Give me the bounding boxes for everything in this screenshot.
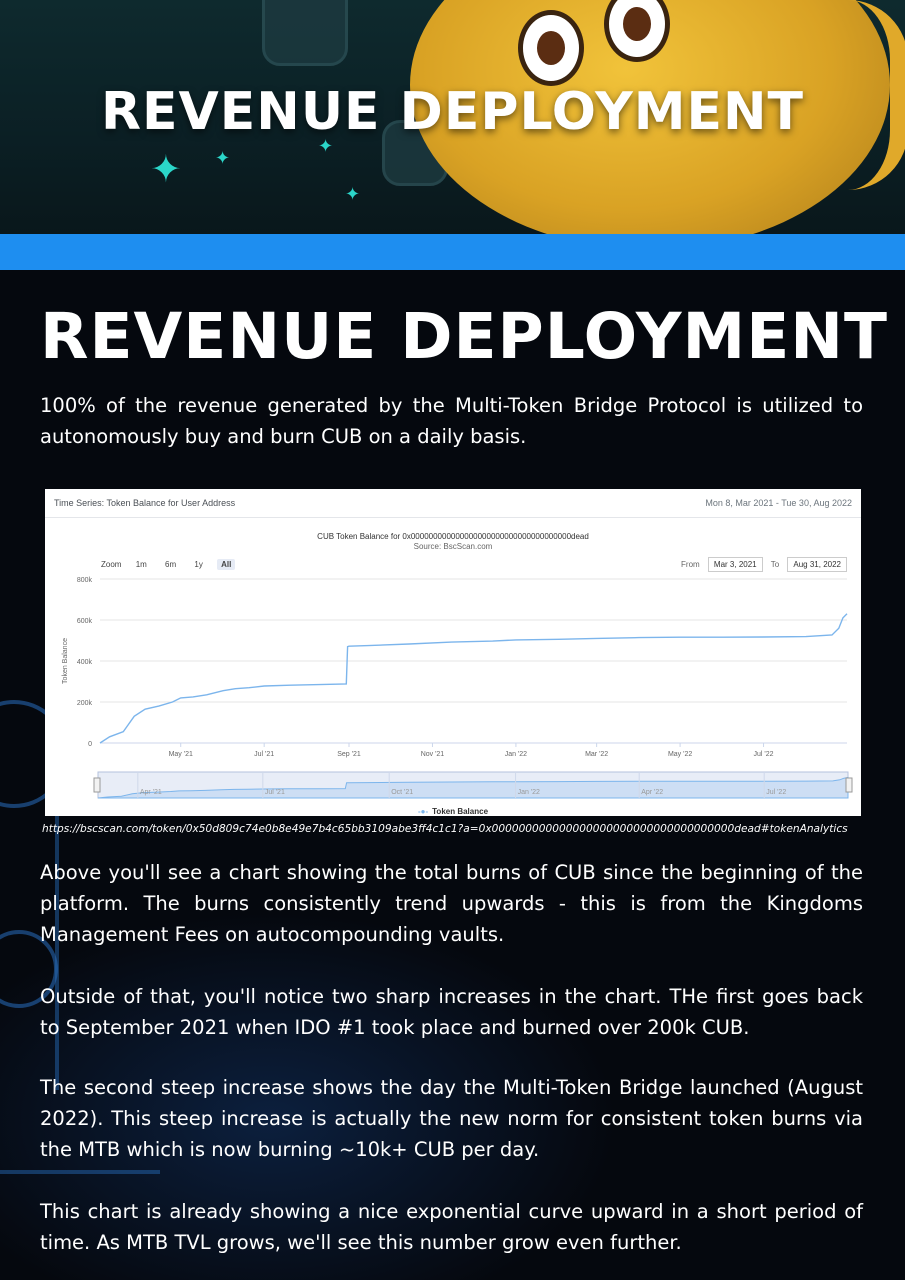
header-banner: ✦ ✦ ✦ ✦ REVENUE DEPLOYMENT — [0, 0, 905, 234]
to-date-input[interactable]: Aug 31, 2022 — [787, 557, 847, 572]
navigator-handle-left — [93, 777, 101, 793]
date-range-inputs: From Mar 3, 2021 To Aug 31, 2022 — [681, 557, 847, 572]
x-tick-label: Jul '22 — [754, 751, 774, 758]
token-balance-line — [99, 613, 848, 744]
legend-label: Token Balance — [432, 807, 489, 816]
x-tick-label: Nov '21 — [421, 751, 445, 758]
chart-panel-date-range: Mon 8, Mar 2021 - Tue 30, Aug 2022 — [705, 498, 852, 508]
source-url-caption[interactable]: https://bscscan.com/token/0x50d809c74e0b… — [42, 823, 848, 835]
x-tick-label: Jul '21 — [254, 751, 274, 758]
accent-bar — [0, 234, 905, 270]
body-paragraph: Outside of that, you'll notice two sharp… — [40, 985, 863, 1039]
from-label: From — [681, 560, 700, 569]
navigator-series — [97, 776, 849, 799]
chart-legend[interactable]: -●- Token Balance — [45, 807, 861, 816]
chart-panel-title: Time Series: Token Balance for User Addr… — [54, 498, 236, 508]
navigator-tick-label: Jul '21 — [265, 789, 285, 796]
to-label: To — [770, 560, 780, 569]
sparkle-icon: ✦ — [345, 184, 361, 205]
y-tick-label: 400k — [77, 659, 93, 666]
navigator-tick-label: Apr '21 — [140, 789, 162, 796]
body-paragraph: Above you'll see a chart showing the tot… — [40, 861, 863, 946]
zoom-label: Zoom — [101, 560, 122, 569]
navigator-tick-label: Jul '22 — [766, 789, 786, 796]
y-tick-label: 0 — [88, 741, 92, 748]
body-paragraph: This chart is already showing a nice exp… — [40, 1200, 863, 1254]
navigator-tick-label: Jan '22 — [518, 789, 540, 796]
token-balance-chart: 0 200k 400k 600k 800k Token Balance May '21 Jul… — [62, 577, 853, 799]
sparkle-icon: ✦ — [215, 148, 231, 169]
y-tick-label: 800k — [77, 577, 93, 584]
mascot-eye-right — [604, 0, 670, 62]
navigator-tick-label: Apr '22 — [641, 789, 663, 796]
x-tick-label: Jan '22 — [505, 751, 527, 758]
x-tick-label: May '22 — [668, 751, 692, 758]
banner-title: REVENUE DEPLOYMENT — [100, 82, 805, 142]
chart-subtitle: Source: BscScan.com — [413, 542, 493, 551]
legend-swatch-icon: -●- — [417, 807, 429, 816]
body-paragraph: The second steep increase shows the day … — [40, 1076, 863, 1161]
zoom-all-button[interactable]: All — [217, 559, 236, 570]
zoom-1m-button[interactable]: 1m — [135, 560, 147, 569]
x-tick-label: Sep '21 — [337, 751, 361, 758]
navigator-tick-label: Oct '21 — [391, 789, 413, 796]
zoom-1y-button[interactable]: 1y — [194, 560, 203, 569]
chart-title: CUB Token Balance for 0x0000000000000000… — [317, 532, 589, 541]
chart-panel: Time Series: Token Balance for User Addr… — [45, 489, 861, 816]
x-tick-label: Mar '22 — [585, 751, 608, 758]
from-date-input[interactable]: Mar 3, 2021 — [707, 557, 763, 572]
x-tick-label: May '21 — [169, 751, 193, 758]
intro-paragraph: 100% of the revenue generated by the Mul… — [40, 394, 863, 448]
navigator-handle-right — [845, 777, 853, 793]
mascot-tail — [770, 0, 905, 190]
page-title: REVENUE DEPLOYMENT — [40, 300, 888, 373]
sparkle-icon: ✦ — [150, 147, 182, 191]
zoom-controls: Zoom 1m 6m 1y All — [101, 559, 243, 570]
y-tick-label: 200k — [77, 700, 93, 707]
zoom-6m-button[interactable]: 6m — [165, 560, 177, 569]
sparkle-icon: ✦ — [318, 136, 334, 157]
chart-panel-header: Time Series: Token Balance for User Addr… — [45, 489, 861, 518]
lion-emblem-icon — [262, 0, 348, 66]
y-axis-label: Token Balance — [62, 638, 69, 684]
mascot-eye-left — [518, 10, 584, 86]
background-decoration — [0, 270, 905, 1280]
y-tick-label: 600k — [77, 618, 93, 625]
